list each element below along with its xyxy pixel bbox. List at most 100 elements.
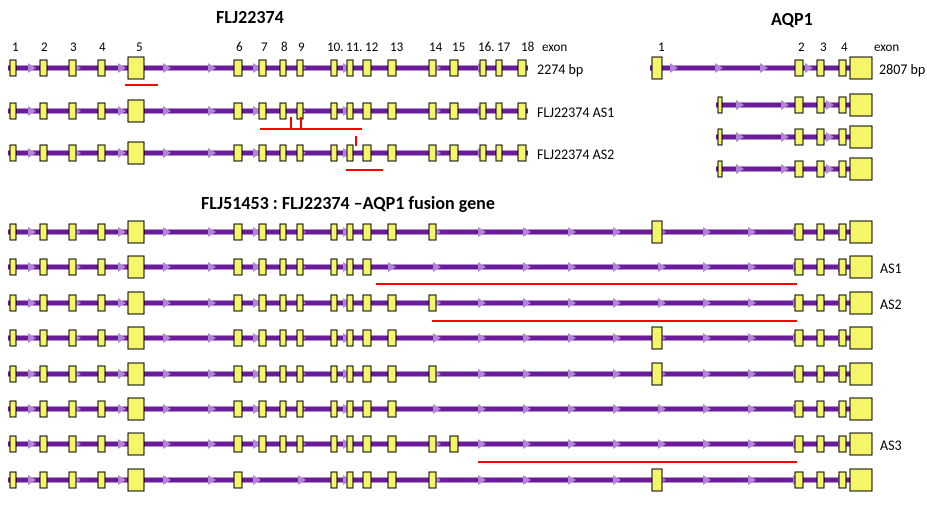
red-tick (300, 117, 302, 128)
direction-arrow (118, 369, 126, 379)
exon-box (388, 330, 396, 346)
direction-arrow (703, 404, 711, 414)
exon-box (98, 366, 105, 382)
exon-box (388, 472, 396, 488)
exon-box (280, 436, 286, 452)
exon-box (795, 472, 803, 488)
direction-arrow (703, 262, 711, 272)
exon-number: 4 (841, 40, 848, 55)
exon-box (297, 366, 303, 382)
exon-box (234, 401, 242, 417)
direction-arrow (613, 333, 621, 343)
exon-box (98, 224, 105, 240)
direction-arrow (736, 164, 744, 174)
exon-number: 2 (798, 40, 805, 55)
exon-box (817, 60, 824, 76)
exon-box (429, 436, 436, 452)
exon-number: 15 (452, 40, 465, 55)
exon-number: 11. (346, 40, 362, 55)
exon-box (98, 330, 105, 346)
exon-box (331, 401, 337, 417)
direction-arrow (208, 475, 216, 485)
exon-box (363, 295, 371, 311)
direction-arrow (118, 404, 126, 414)
exon-box (40, 366, 47, 382)
exon-box (259, 224, 266, 240)
direction-arrow (28, 106, 36, 116)
direction-arrow (118, 106, 126, 116)
exon-box (259, 436, 266, 452)
track-label: FLJ22374 AS2 (537, 146, 614, 163)
exon-box (518, 145, 526, 161)
exon-box (429, 295, 436, 311)
direction-arrow (826, 164, 834, 174)
exon-box (518, 103, 526, 119)
exon-box (234, 60, 242, 76)
direction-arrow (703, 333, 711, 343)
exon-box (652, 57, 662, 79)
direction-arrow (478, 298, 486, 308)
direction-arrow (28, 262, 36, 272)
section-title: FLJ51453 : FLJ22374 –AQP1 fusion gene (201, 192, 495, 214)
exon-box (128, 221, 144, 243)
exon-box (331, 145, 337, 161)
exon-box (839, 295, 846, 311)
exon-box (128, 292, 144, 314)
exon-box (234, 224, 242, 240)
exon-box (388, 401, 396, 417)
exon-box (347, 401, 353, 417)
direction-arrow (163, 262, 171, 272)
direction-arrow (670, 63, 678, 73)
exon-box (795, 259, 803, 275)
exon-box (450, 436, 458, 452)
direction-arrow (478, 369, 486, 379)
direction-arrow (388, 262, 396, 272)
red-tick (290, 117, 292, 128)
exon-box (331, 330, 337, 346)
exon-box (297, 436, 303, 452)
exon-box (10, 224, 16, 240)
exon-box (10, 401, 16, 417)
exon-box (429, 60, 436, 76)
exon-box (817, 161, 824, 177)
exon-box (850, 158, 872, 180)
exon-number: 6 (236, 40, 243, 55)
exon-box (817, 401, 824, 417)
direction-arrow (568, 475, 576, 485)
exon-box (429, 224, 436, 240)
red-mark (478, 461, 797, 463)
exon-box (10, 60, 16, 76)
exon-box (98, 436, 105, 452)
exon-box (850, 398, 872, 420)
exon-box (480, 60, 486, 76)
direction-arrow (208, 298, 216, 308)
direction-arrow (208, 369, 216, 379)
exon-box (98, 259, 105, 275)
direction-arrow (703, 227, 711, 237)
exon-box (297, 401, 303, 417)
track-label: AS3 (880, 437, 902, 454)
exon-box (234, 103, 242, 119)
exon-box (297, 295, 303, 311)
exon-box (234, 472, 242, 488)
direction-arrow (28, 148, 36, 158)
direction-arrow (478, 475, 486, 485)
direction-arrow (163, 63, 171, 73)
exon-box (795, 436, 803, 452)
exon-box (297, 259, 303, 275)
direction-arrow (118, 439, 126, 449)
direction-arrow (748, 227, 756, 237)
exon-box (40, 436, 47, 452)
exon-box (429, 472, 436, 488)
exon-number: 14 (429, 40, 442, 55)
exon-box (850, 433, 872, 455)
exon-box (795, 129, 803, 145)
direction-arrow (568, 404, 576, 414)
exon-box (817, 330, 824, 346)
track-label: 2274 bp (537, 61, 583, 78)
exon-box (259, 366, 266, 382)
direction-arrow (208, 227, 216, 237)
exon-number: 18 (521, 40, 534, 55)
exon-number: 9 (298, 40, 305, 55)
track-label: AS2 (880, 296, 902, 313)
